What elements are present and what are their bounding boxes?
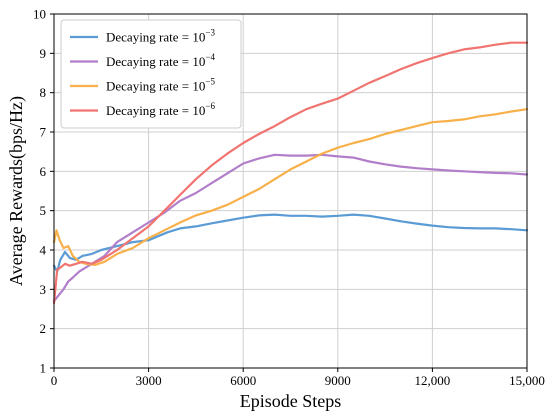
y-tick-label: 2 [40, 321, 47, 336]
y-tick-label: 3 [40, 282, 47, 297]
x-axis-ticks: 0 3000 6000 9000 12,000 15,000 [51, 368, 545, 388]
legend-label: Decaying rate = 10−4 [106, 52, 215, 69]
legend: Decaying rate = 10−3 Decaying rate = 10−4… [60, 19, 242, 129]
y-tick-label: 9 [40, 46, 47, 61]
y-tick-label: 4 [40, 243, 47, 258]
x-tick-label: 15,000 [509, 373, 545, 388]
x-tick-label: 0 [51, 373, 58, 388]
y-tick-label: 8 [40, 85, 47, 100]
series-line-2 [52, 153, 529, 303]
x-tick-label: 12,000 [415, 373, 451, 388]
series-line-1 [52, 213, 529, 273]
y-tick-label: 7 [40, 125, 47, 140]
series-line-3 [52, 108, 529, 266]
y-tick-label: 5 [40, 203, 47, 218]
series-lines [52, 41, 529, 305]
legend-box [60, 19, 242, 129]
y-tick-label: 1 [40, 361, 47, 376]
y-axis-label: Average Rewards(bps/Hz) [6, 96, 27, 286]
x-axis-label: Episode Steps [240, 391, 342, 411]
x-tick-label: 3000 [136, 373, 162, 388]
x-tick-label: 6000 [230, 373, 256, 388]
x-tick-label: 9000 [325, 373, 351, 388]
y-tick-label: 10 [33, 7, 46, 22]
legend-label: Decaying rate = 10−6 [106, 101, 215, 118]
series-line-4 [52, 41, 529, 305]
y-tick-label: 6 [40, 164, 47, 179]
plot-frame [53, 13, 528, 369]
legend-label: Decaying rate = 10−5 [106, 77, 215, 94]
y-axis-ticks: 1 2 3 4 5 6 7 8 9 10 [33, 7, 54, 376]
legend-label: Decaying rate = 10−3 [106, 28, 215, 45]
